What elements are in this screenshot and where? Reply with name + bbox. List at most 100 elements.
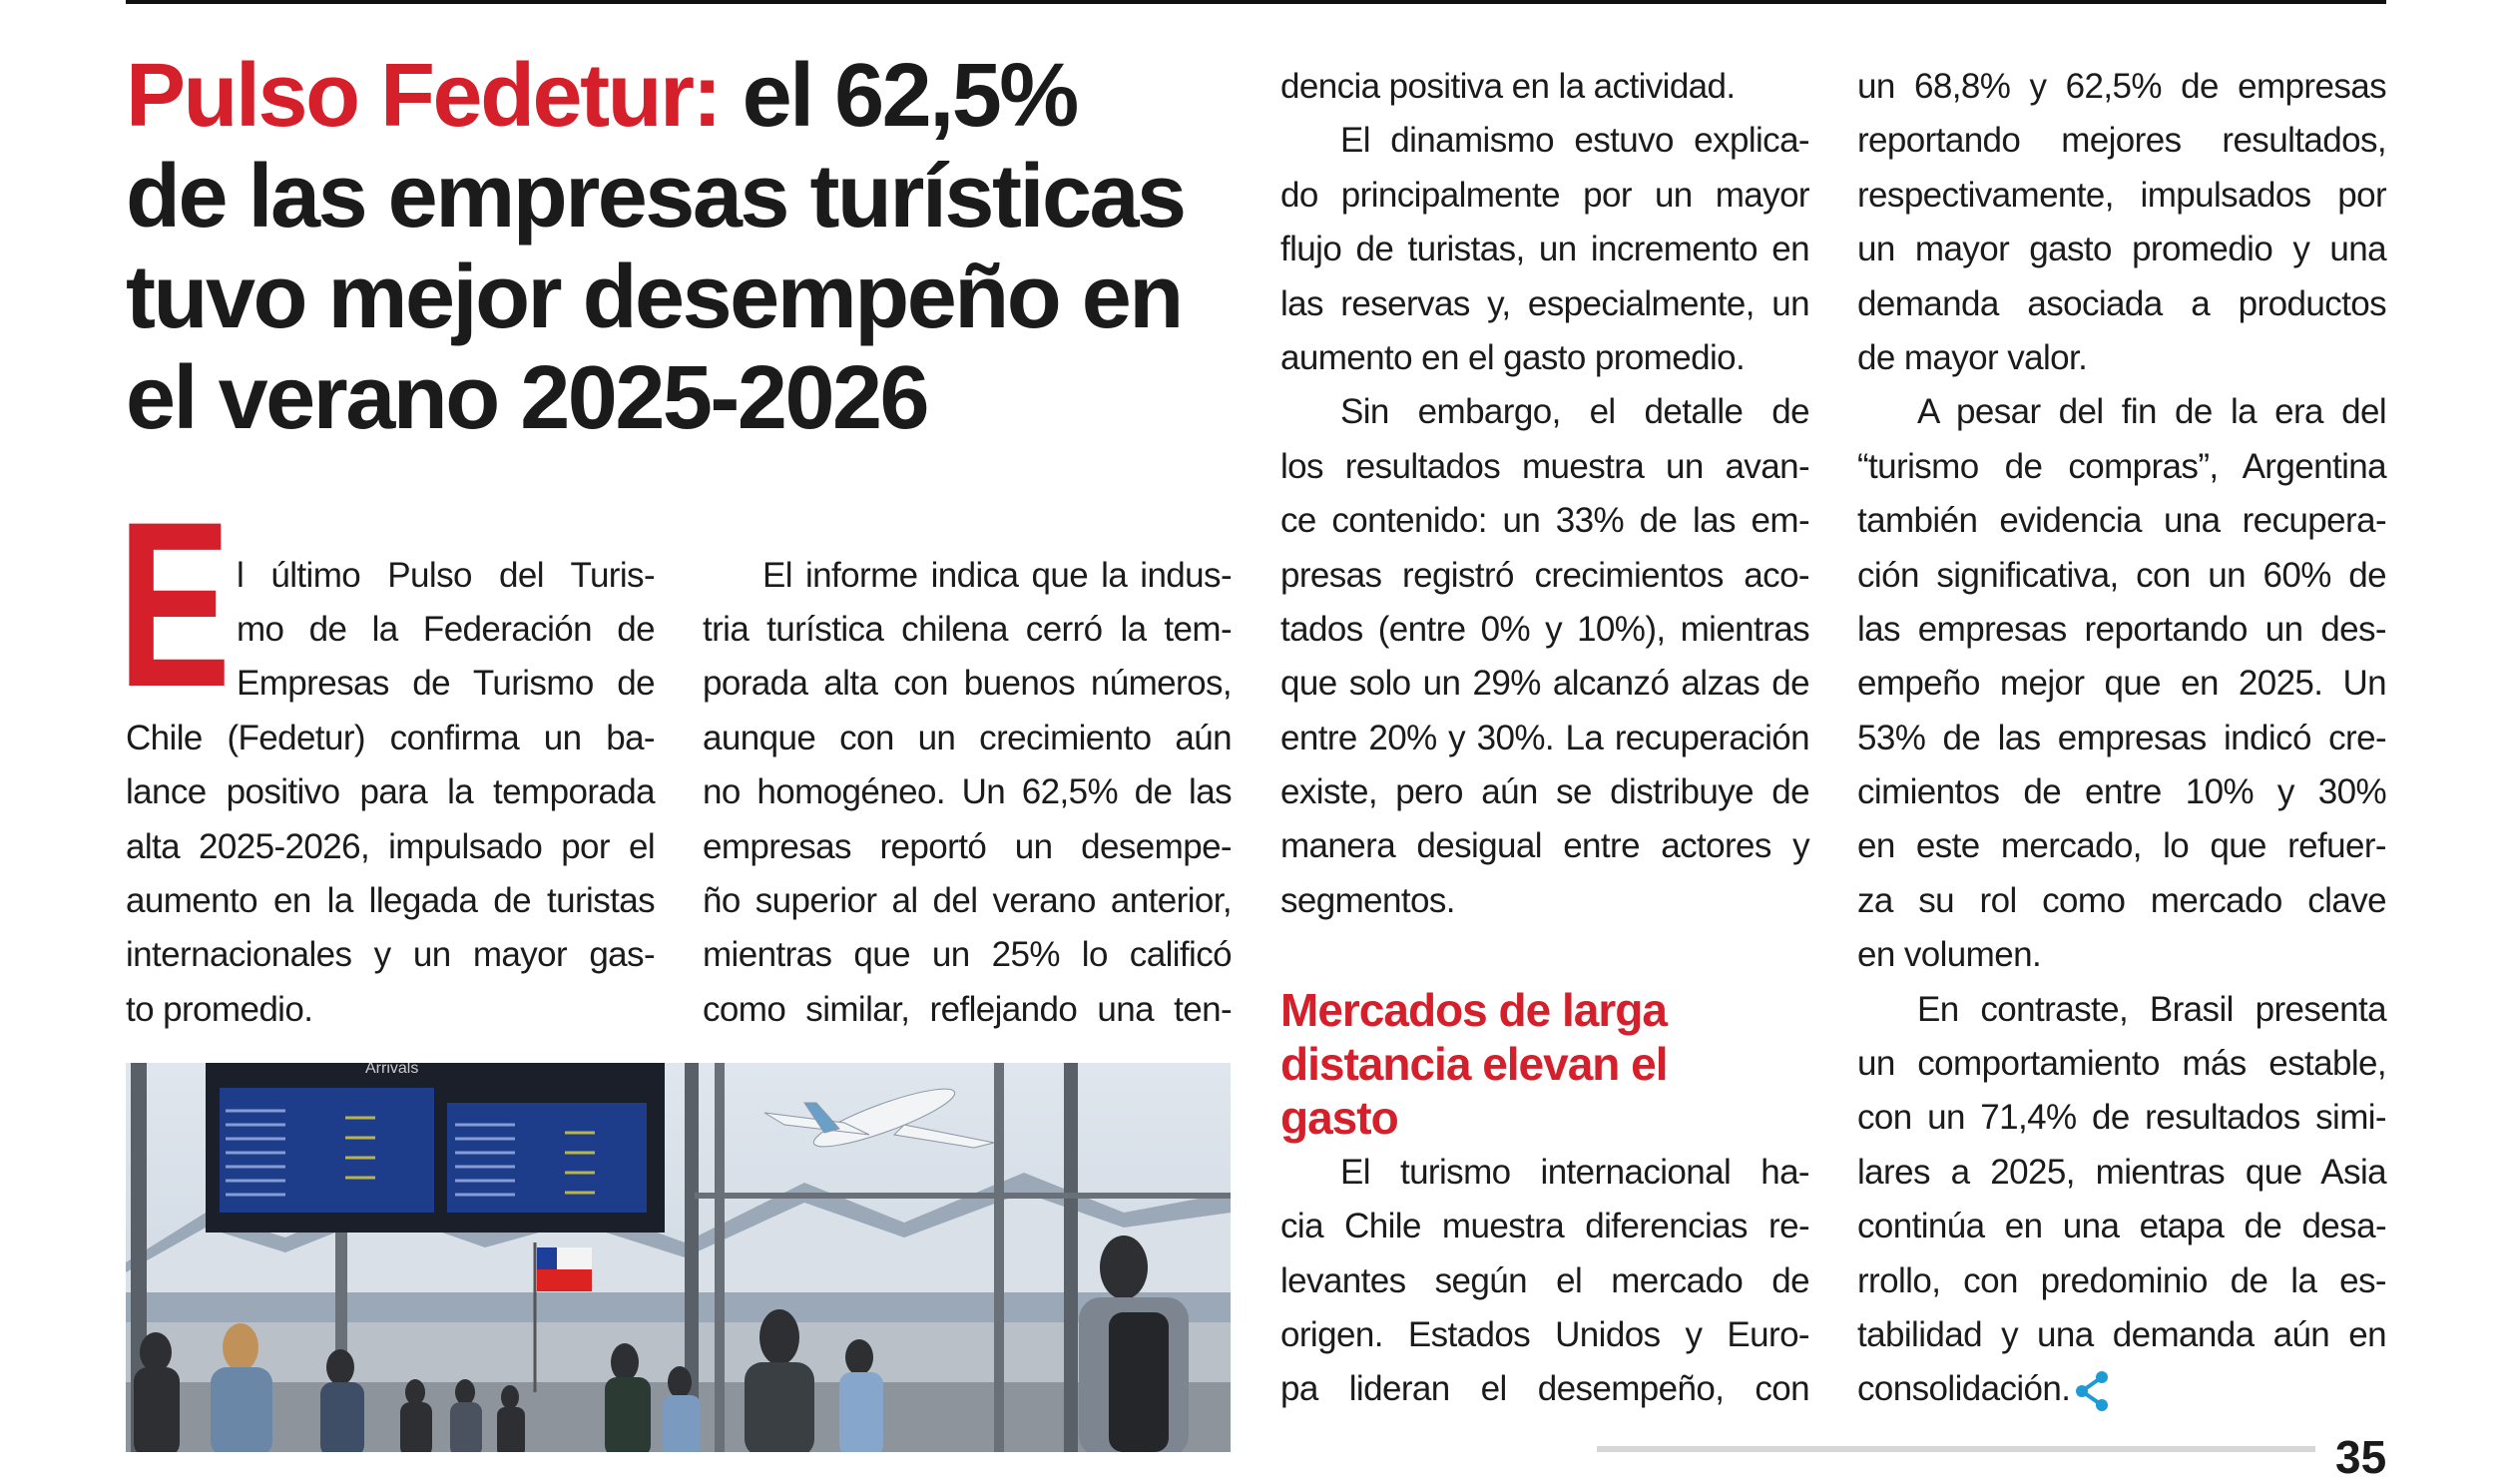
text-line: l último Pulso del Turis-: [126, 549, 656, 603]
text-line: dencia positiva en la actividad.: [1280, 60, 1809, 114]
text-line: tria turística chilena cerró la tem-: [703, 603, 1233, 657]
text-line-content: aumento en la llegada de turistas: [126, 880, 656, 920]
text-line: consolidación.: [1857, 1362, 2386, 1416]
text-line-content: las empresas reportando un des-: [1857, 609, 2387, 649]
text-line-content: cimientos de entre 10% y 30%: [1857, 772, 2387, 812]
text-line: existe, pero aún se distribuye de: [1280, 765, 1810, 819]
text-line: continúa en una etapa de desa-: [1857, 1200, 2387, 1253]
drop-cap: E: [118, 473, 232, 737]
text-line: do principalmente por un mayor: [1280, 169, 1810, 223]
text-line-content: A pesar del fin de la era del: [1917, 392, 2387, 432]
text-line: ño superior al del verano anterior,: [703, 874, 1233, 928]
article-column-2: El informe indica que la indus-tria turí…: [703, 549, 1233, 1038]
text-line: de mayor valor.: [1857, 331, 2386, 385]
text-line: las empresas reportando un des-: [1857, 603, 2387, 657]
text-line: reportando mejores resultados,: [1857, 114, 2387, 168]
text-line-content: to promedio.: [126, 989, 313, 1029]
text-line-content: 53% de las empresas indicó cre-: [1857, 718, 2387, 757]
text-line: porada alta con buenos números,: [703, 657, 1233, 711]
text-line-content: entre 20% y 30%. La recuperación: [1280, 718, 1810, 757]
text-line-content: Sin embargo, el detalle de: [1340, 392, 1810, 432]
text-line: Sin embargo, el detalle de: [1280, 385, 1810, 439]
headline-line: tuvo mejor desempeño en: [126, 247, 1184, 348]
text-line-content: empresas reportó un desempe-: [703, 826, 1233, 866]
text-line: El dinamismo estuvo explica-: [1280, 114, 1810, 168]
board-title: Arrivals: [365, 1063, 418, 1077]
text-line-content: aunque con un crecimiento aún: [703, 718, 1233, 757]
text-line: aunque con un crecimiento aún: [703, 712, 1233, 765]
text-line-content: presas registró crecimientos aco-: [1280, 555, 1810, 595]
top-rule: [126, 0, 2386, 4]
text-line: como similar, reflejando una ten-: [703, 983, 1233, 1037]
text-line-content: ño superior al del verano anterior,: [703, 880, 1233, 920]
text-line-content: reportando mejores resultados,: [1857, 121, 2387, 161]
text-line: Chile (Fedetur) confirma un ba-: [126, 712, 656, 765]
text-line: 53% de las empresas indicó cre-: [1857, 712, 2387, 765]
text-line-content: El turismo internacional ha-: [1340, 1152, 1810, 1192]
headline-kicker: Pulso Fedetur:: [126, 46, 743, 146]
text-line: A pesar del fin de la era del: [1857, 385, 2387, 439]
text-line: empeño mejor que en 2025. Un: [1857, 657, 2387, 711]
text-line-content: las reservas y, especialmente, un: [1280, 283, 1810, 323]
text-line-content: “turismo de compras”, Argentina: [1857, 446, 2387, 486]
text-line: “turismo de compras”, Argentina: [1857, 440, 2387, 494]
share-icon[interactable]: [2072, 1369, 2112, 1413]
text-line: los resultados muestra un avan-: [1280, 440, 1810, 494]
text-line-content: ce contenido: un 33% de las em-: [1280, 501, 1810, 541]
article-column-3: dencia positiva en la actividad. El dinam…: [1280, 60, 1810, 1417]
text-line: El informe indica que la indus-: [703, 549, 1233, 603]
text-line-content: segmentos.: [1280, 880, 1456, 920]
text-line: presas registró crecimientos aco-: [1280, 549, 1810, 603]
page-number: 35: [2335, 1431, 2387, 1483]
text-line: respectivamente, impulsados por: [1857, 169, 2387, 223]
text-line: rrollo, con predominio de la es-: [1857, 1254, 2387, 1308]
text-line-content: alta 2025-2026, impulsado por el: [126, 826, 656, 866]
text-line-content: demanda asociada a productos: [1857, 283, 2387, 323]
text-line-content: En contraste, Brasil presenta: [1917, 989, 2387, 1029]
text-line-content: gasto: [1280, 1092, 1399, 1145]
text-line: en volumen.: [1857, 928, 2386, 982]
text-line-content: ción significativa, con un 60% de: [1857, 555, 2387, 595]
text-line: [1280, 928, 1809, 982]
text-line: En contraste, Brasil presenta: [1857, 983, 2387, 1037]
headline-line: Pulso Fedetur: el 62,5%: [126, 46, 1080, 147]
footer-rule: [1597, 1446, 2315, 1452]
text-line: demanda asociada a productos: [1857, 277, 2387, 331]
text-line: no homogéneo. Un 62,5% de las: [703, 765, 1233, 819]
article-column-4: un 68,8% y 62,5% de empresas reportando m…: [1857, 60, 2387, 1417]
text-line-content: rrollo, con predominio de la es-: [1857, 1260, 2387, 1300]
text-line-content: los resultados muestra un avan-: [1280, 446, 1810, 486]
airport-photo: Arrivals: [126, 1063, 1231, 1452]
text-line-content: en este mercado, lo que refuer-: [1857, 826, 2387, 866]
text-line: manera desigual entre actores y: [1280, 819, 1810, 873]
text-line-content: lares a 2025, mientras que Asia: [1857, 1152, 2387, 1192]
text-line-content: como similar, reflejando una ten-: [703, 989, 1233, 1029]
text-line-content: Empresas de Turismo de: [237, 664, 656, 704]
text-line-content: también evidencia una recupera-: [1857, 501, 2387, 541]
article-column-1: l último Pulso del Turis-mo de la Federa…: [126, 549, 656, 1038]
headline-text: el 62,5%: [742, 46, 1080, 146]
text-line: lance positivo para la temporada: [126, 765, 656, 819]
section-heading-line: gasto: [1280, 1091, 1809, 1145]
text-line-content: lance positivo para la temporada: [126, 772, 656, 812]
text-line: mo de la Federación de: [126, 603, 656, 657]
text-line: empresas reportó un desempe-: [703, 820, 1233, 874]
text-line-content: do principalmente por un mayor: [1280, 175, 1810, 215]
text-line-content: porada alta con buenos números,: [703, 664, 1233, 704]
text-line-content: tados (entre 0% y 10%), mientras: [1280, 609, 1810, 649]
text-line-content: mo de la Federación de: [237, 609, 656, 649]
text-line-content: no homogéneo. Un 62,5% de las: [703, 772, 1233, 812]
text-line-content: mientras que un 25% lo calificó: [703, 935, 1233, 975]
text-line-content: cia Chile muestra diferencias re-: [1280, 1207, 1810, 1246]
text-line-content: respectivamente, impulsados por: [1857, 175, 2387, 215]
text-line-content: un comportamiento más estable,: [1857, 1044, 2387, 1084]
text-line-content: distancia elevan el: [1280, 1038, 1669, 1091]
text-line: mientras que un 25% lo calificó: [703, 928, 1233, 982]
text-line-content: dencia positiva en la actividad.: [1280, 67, 1736, 106]
text-line-content: que solo un 29% alcanzó alzas de: [1280, 664, 1810, 704]
text-line-content: Mercados de larga: [1280, 983, 1668, 1036]
text-line-content: de mayor valor.: [1857, 337, 2088, 377]
text-line-content: manera desigual entre actores y: [1280, 826, 1810, 866]
text-line: alta 2025-2026, impulsado por el: [126, 820, 656, 874]
text-line-content: l último Pulso del Turis-: [237, 555, 656, 595]
